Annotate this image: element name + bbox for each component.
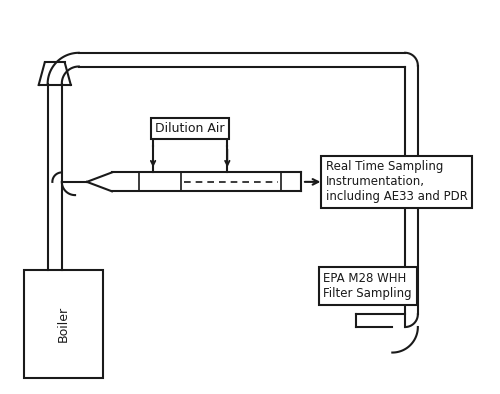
Text: Real Time Sampling
Instrumentation,
including AE33 and PDR: Real Time Sampling Instrumentation, incl… xyxy=(326,160,468,203)
Text: Dilution Air: Dilution Air xyxy=(156,122,225,135)
Text: Boiler: Boiler xyxy=(57,306,70,342)
Bar xyxy=(24,270,103,377)
Text: EPA M28 WHH
Filter Sampling: EPA M28 WHH Filter Sampling xyxy=(324,272,412,300)
